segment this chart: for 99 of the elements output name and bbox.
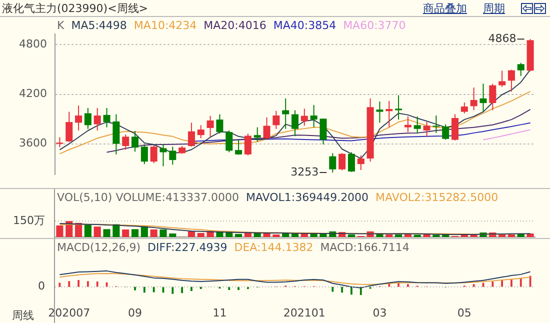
candlestick [480, 83, 487, 112]
candlestick [150, 144, 158, 164]
text: MA10:4234 [134, 18, 197, 32]
candlestick [498, 70, 506, 88]
candlestick [56, 136, 64, 148]
text: DEA:144.1382 [234, 240, 314, 254]
bar [150, 229, 158, 237]
candlestick [348, 152, 355, 172]
bar [272, 234, 280, 237]
candlestick [489, 83, 496, 111]
x-tick-label: 09 [128, 306, 142, 320]
candlestick [460, 102, 468, 114]
text: MA5:4498 [71, 18, 127, 32]
annotation: 4868 [488, 32, 516, 45]
chart-title: MACD(12,26,9) [57, 240, 141, 254]
candlestick [395, 94, 402, 120]
candlestick [470, 87, 478, 111]
candlestick [103, 108, 110, 128]
bar [508, 234, 515, 237]
candlestick [84, 108, 92, 130]
candlestick [376, 100, 384, 124]
bar [197, 233, 204, 237]
candlestick [329, 152, 336, 173]
text: MAVOL2:315282.5000 [376, 190, 498, 204]
candlestick [254, 126, 261, 142]
bar [103, 229, 110, 237]
candlestick [263, 116, 270, 140]
x-tick-label: 202101 [283, 306, 326, 320]
candlestick [188, 122, 195, 148]
x-tick-label: 03 [372, 306, 387, 320]
candlestick [282, 98, 290, 130]
text: 周期 [483, 1, 505, 16]
x-tick-label: 05 [457, 306, 472, 320]
candlestick [404, 116, 412, 133]
bar [423, 234, 430, 237]
text: MACD:166.7114 [320, 240, 410, 254]
chart-title: VOL(5,10) VOLUME:413337.0000 [57, 190, 239, 204]
bar [188, 231, 195, 237]
candlestick [140, 144, 148, 165]
bar [235, 234, 242, 237]
bar [169, 233, 176, 237]
candlestick [132, 130, 138, 152]
x-axis-title: 周线 [12, 308, 34, 322]
candlestick [235, 139, 242, 156]
text: DIFF:227.4939 [148, 240, 228, 254]
bar [84, 224, 92, 237]
candlestick [272, 110, 280, 130]
bar [160, 229, 167, 237]
bar [348, 234, 355, 237]
bar [386, 234, 393, 237]
text: MA60:3770 [343, 18, 406, 32]
candlestick [160, 144, 167, 167]
bar [131, 229, 139, 237]
y-tick-label: 4800 [19, 38, 47, 51]
candlestick [66, 111, 73, 143]
candlestick [226, 130, 233, 153]
y-tick-label: 4200 [19, 87, 47, 100]
candlestick [112, 114, 120, 155]
bar [56, 225, 64, 237]
candlestick [94, 108, 101, 131]
candlestick [338, 152, 346, 171]
bar [395, 234, 402, 237]
candlestick [169, 146, 176, 166]
text: MA40:3854 [273, 18, 336, 32]
ref-line-label: 0 [38, 280, 45, 293]
candlestick [310, 104, 318, 128]
candlestick [508, 69, 515, 92]
candlestick [122, 134, 130, 150]
text: MAVOL1:369449.2000 [246, 190, 369, 204]
candlestick [452, 114, 458, 141]
y-tick-label: 3600 [19, 136, 47, 150]
candlestick [197, 124, 204, 139]
bar [122, 229, 130, 237]
candlestick [75, 105, 82, 131]
candlestick [206, 115, 214, 138]
text: MA20:4016 [204, 18, 266, 32]
x-tick-label: 11 [212, 306, 227, 320]
candlestick [423, 122, 430, 138]
bar [94, 226, 101, 237]
text: 商品叠加 [423, 1, 467, 16]
chart-title: K [57, 18, 65, 32]
x-tick-label: 202007 [48, 306, 90, 320]
candlestick [244, 133, 252, 156]
candlestick [292, 110, 298, 137]
candlestick [320, 118, 327, 146]
candlestick [517, 62, 524, 76]
chart-subtitle: 液化气主力(023990)<周线> [2, 1, 148, 16]
ref-line-label: 150万 [13, 214, 45, 227]
candlestick [414, 116, 421, 134]
candlestick [432, 115, 440, 134]
bar [526, 233, 534, 237]
bar [112, 224, 120, 237]
candlestick [216, 114, 224, 134]
candlestick [442, 124, 450, 140]
bar [320, 234, 327, 237]
candlestick [386, 100, 393, 128]
candlestick [357, 154, 364, 171]
candlestick [300, 108, 308, 126]
annotation: 3253 [290, 165, 319, 178]
